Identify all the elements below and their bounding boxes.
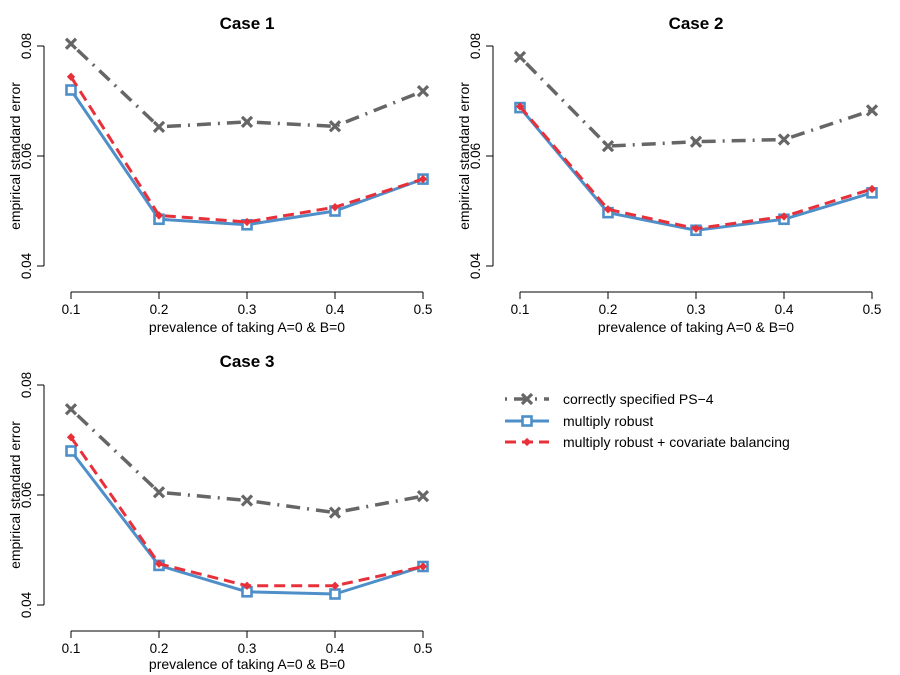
series-line-ps4 — [69, 407, 424, 515]
data-point-ps4 — [601, 139, 615, 153]
legend-entry-ps4: correctly specified PS−4 — [505, 391, 714, 407]
data-point-mrcb — [330, 202, 340, 212]
data-point-ps4 — [64, 403, 78, 416]
x-tick-label: 0.1 — [511, 302, 530, 317]
data-point-mr — [65, 445, 77, 457]
data-point-mrcb — [515, 102, 525, 111]
chart-panel-3: Case 3 0.04 0.06 0.08 empirical standard err… — [7, 352, 432, 672]
y-axis-label: empirical standard error — [456, 82, 472, 230]
x-tick-label: 0.3 — [238, 302, 257, 317]
y-tick-label: 0.06 — [468, 143, 483, 169]
data-point-mrcb — [154, 559, 164, 568]
y-tick-label: 0.06 — [19, 143, 34, 169]
data-point-mrcb — [330, 581, 340, 590]
data-point-ps4 — [64, 37, 78, 50]
legend: correctly specified PS−4 multiply robust m… — [505, 391, 790, 450]
data-point-mrcb — [242, 581, 252, 590]
x-tick-label: 0.2 — [150, 641, 169, 656]
y-tick-label: 0.04 — [19, 591, 34, 618]
data-point-mr — [329, 588, 341, 600]
diamond-icon — [522, 437, 532, 447]
data-point-mrcb — [867, 184, 877, 194]
x-tick-label: 0.2 — [599, 302, 618, 317]
data-point-mrcb — [242, 217, 252, 227]
chart-title: Case 3 — [220, 352, 275, 371]
legend-entry-mrcb: multiply robust + covariate balancing — [505, 434, 790, 450]
series-line-mr — [69, 450, 424, 596]
data-point-mrcb — [779, 212, 789, 221]
data-point-ps4 — [240, 115, 254, 129]
y-tick-label: 0.08 — [19, 33, 34, 59]
data-point-mrcb — [691, 224, 701, 233]
legend-label: correctly specified PS−4 — [563, 391, 714, 407]
data-point-mrcb — [418, 174, 428, 184]
data-point-ps4 — [328, 120, 342, 133]
series-line-ps4 — [69, 42, 424, 129]
square-icon — [521, 415, 533, 427]
x-tick-label: 0.4 — [326, 641, 345, 656]
chart-title: Case 1 — [220, 14, 275, 33]
series-ps4 — [64, 403, 430, 519]
y-tick-label: 0.04 — [468, 252, 483, 279]
data-point-mr — [65, 84, 77, 96]
legend-label: multiply robust — [563, 413, 653, 429]
legend-label: multiply robust + covariate balancing — [563, 434, 790, 450]
x-tick-label: 0.5 — [414, 302, 433, 317]
x-tick-label: 0.4 — [775, 302, 794, 317]
x-tick-label: 0.1 — [62, 641, 81, 656]
series-line-mrcb — [69, 75, 424, 224]
data-point-mrcb — [418, 562, 428, 571]
x-tick-label: 0.5 — [414, 641, 433, 656]
series-ps4 — [64, 37, 430, 133]
x-axis-label: prevalence of taking A=0 & B=0 — [598, 319, 794, 335]
data-point-ps4 — [865, 104, 879, 117]
series-mrcb — [66, 72, 428, 227]
data-point-ps4 — [416, 84, 430, 98]
x-axis-label: prevalence of taking A=0 & B=0 — [149, 319, 345, 335]
y-axis-label: empirical standard error — [7, 82, 23, 230]
series-ps4 — [513, 50, 879, 153]
series-line-mrcb — [518, 105, 873, 231]
data-point-mrcb — [66, 72, 76, 81]
y-tick-label: 0.08 — [19, 372, 34, 398]
data-point-ps4 — [416, 489, 430, 503]
data-point-ps4 — [152, 486, 166, 499]
series-mrcb — [515, 102, 877, 233]
data-point-mrcb — [154, 211, 164, 220]
data-point-ps4 — [328, 506, 342, 519]
chart-title: Case 2 — [669, 14, 724, 33]
data-point-ps4 — [777, 133, 791, 146]
series-mrcb — [66, 433, 428, 590]
x-tick-label: 0.5 — [863, 302, 882, 317]
x-icon — [520, 392, 534, 406]
x-tick-label: 0.4 — [326, 302, 345, 317]
series-line-ps4 — [518, 55, 873, 148]
y-tick-label: 0.06 — [19, 482, 34, 508]
data-point-ps4 — [240, 494, 254, 507]
y-tick-label: 0.04 — [19, 252, 34, 279]
y-axis-label: empirical standard error — [7, 421, 23, 569]
x-tick-label: 0.3 — [238, 641, 257, 656]
chart-panel-1: Case 1 0.04 0.06 0.08 empirical standard err… — [7, 14, 432, 335]
series-mr — [65, 445, 429, 600]
data-point-mrcb — [603, 205, 613, 214]
x-tick-label: 0.1 — [62, 302, 81, 317]
x-tick-label: 0.3 — [687, 302, 706, 317]
data-point-ps4 — [513, 50, 527, 64]
y-tick-label: 0.08 — [468, 33, 483, 59]
x-tick-label: 0.2 — [150, 302, 169, 317]
series-mr — [514, 101, 878, 237]
data-point-mrcb — [66, 433, 76, 442]
panels: Case 1 0.04 0.06 0.08 empirical standard err… — [7, 14, 881, 672]
series-line-mr — [69, 89, 424, 227]
chart-panel-2: Case 2 0.04 0.06 0.08 empirical standard err… — [456, 14, 881, 335]
data-point-ps4 — [152, 120, 166, 133]
x-axis-label: prevalence of taking A=0 & B=0 — [149, 656, 345, 672]
legend-entry-mr: multiply robust — [505, 413, 653, 429]
data-point-ps4 — [689, 135, 703, 148]
